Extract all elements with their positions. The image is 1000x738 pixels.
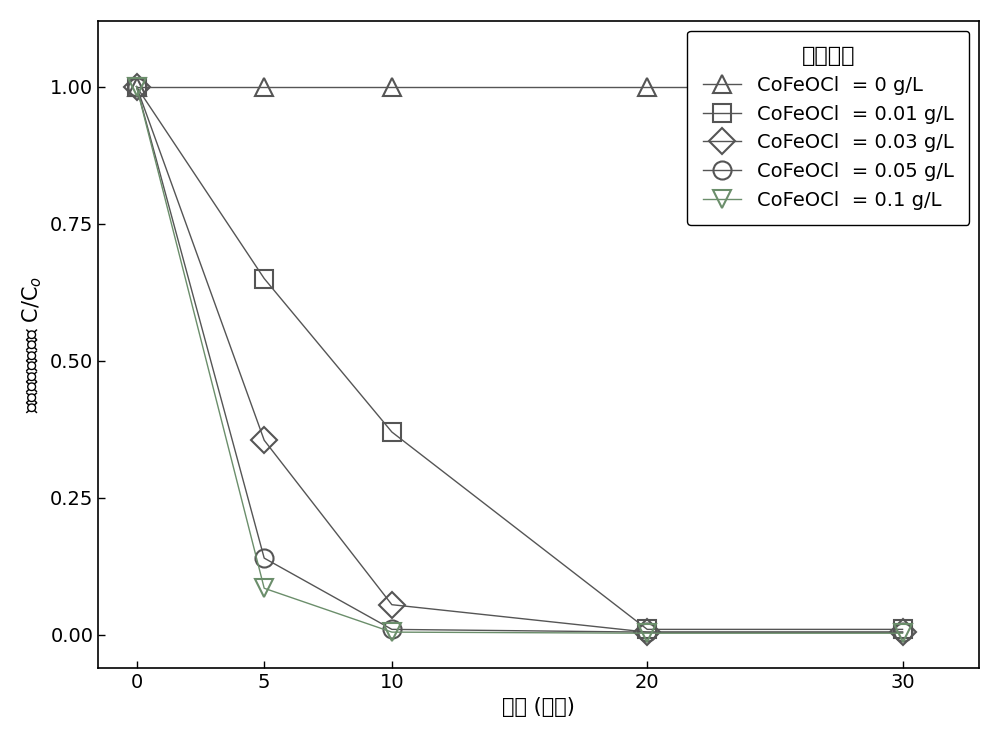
X-axis label: 时间 (分钟): 时间 (分钟) [502,697,575,717]
CoFeOCl  = 0.1 g/L [131,82,143,91]
Line: CoFeOCl  = 0.03 g/L: CoFeOCl = 0.03 g/L [127,77,912,641]
CoFeOCl  = 0.03 g/L [897,628,909,637]
CoFeOCl  = 0.1 g/L [258,584,270,593]
CoFeOCl  = 0.01 g/L [897,625,909,634]
CoFeOCl  = 0 g/L [131,82,143,91]
CoFeOCl  = 0.05 g/L [258,554,270,562]
CoFeOCl  = 0.1 g/L [897,629,909,638]
CoFeOCl  = 0.1 g/L [641,629,653,638]
CoFeOCl  = 0.01 g/L [641,625,653,634]
CoFeOCl  = 0.03 g/L [258,436,270,445]
Legend: CoFeOCl  = 0 g/L, CoFeOCl  = 0.01 g/L, CoFeOCl  = 0.03 g/L, CoFeOCl  = 0.05 g/L,: CoFeOCl = 0 g/L, CoFeOCl = 0.01 g/L, CoF… [687,30,969,225]
CoFeOCl  = 0.01 g/L [386,427,398,436]
Line: CoFeOCl  = 0.1 g/L: CoFeOCl = 0.1 g/L [127,77,912,642]
CoFeOCl  = 0.01 g/L [131,82,143,91]
Line: CoFeOCl  = 0.01 g/L: CoFeOCl = 0.01 g/L [127,77,912,638]
CoFeOCl  = 0.05 g/L [641,628,653,637]
CoFeOCl  = 0.05 g/L [386,625,398,634]
CoFeOCl  = 0.03 g/L [641,628,653,637]
CoFeOCl  = 0.05 g/L [897,628,909,637]
CoFeOCl  = 0.01 g/L [258,274,270,283]
CoFeOCl  = 0 g/L [641,82,653,91]
CoFeOCl  = 0.03 g/L [131,82,143,91]
CoFeOCl  = 0 g/L [897,82,909,91]
CoFeOCl  = 0.1 g/L [386,628,398,637]
CoFeOCl  = 0 g/L [258,82,270,91]
CoFeOCl  = 0 g/L [386,82,398,91]
CoFeOCl  = 0.03 g/L [386,600,398,609]
Line: CoFeOCl  = 0.05 g/L: CoFeOCl = 0.05 g/L [127,77,912,641]
Line: CoFeOCl  = 0 g/L: CoFeOCl = 0 g/L [127,77,912,96]
CoFeOCl  = 0.05 g/L [131,82,143,91]
Y-axis label: 扑热息痛残留比例 C/C$_o$: 扑热息痛残留比例 C/C$_o$ [21,276,44,413]
